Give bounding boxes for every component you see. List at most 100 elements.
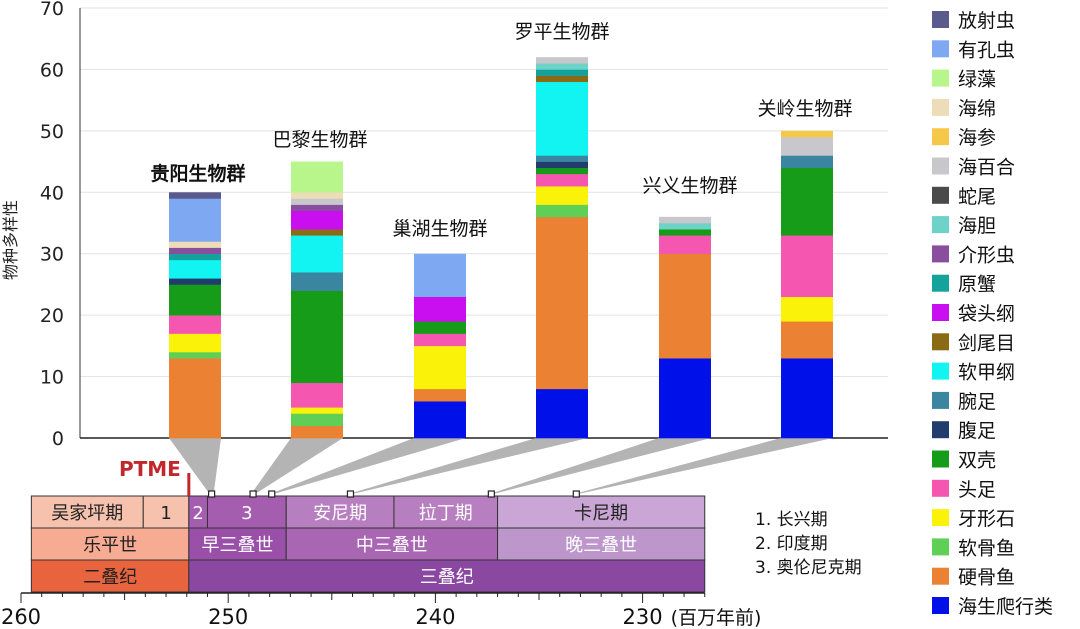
bar-segment (291, 161, 343, 193)
y-tick-label: 20 (40, 305, 64, 327)
legend-swatch (932, 128, 949, 146)
age-marker (572, 490, 580, 498)
bar-segment (414, 296, 466, 322)
footnote: 3. 奥伦尼克期 (755, 558, 862, 578)
bar-segment (536, 388, 588, 439)
stages-label: 安尼期 (313, 503, 367, 524)
bar-segment (291, 425, 343, 439)
y-tick-label: 10 (40, 367, 64, 389)
bar-segment (291, 290, 343, 384)
bar-segment (291, 210, 343, 230)
bar-segment (781, 321, 833, 359)
bar-segment (536, 167, 588, 175)
legend-swatch (932, 509, 949, 527)
y-tick-label: 60 (40, 59, 64, 81)
legend-label: 海百合 (958, 157, 1015, 179)
category-label: 巢湖生物群 (392, 218, 487, 240)
epochs-label: 早三叠世 (202, 535, 274, 556)
legend-swatch (932, 40, 949, 58)
stages-label: 拉丁期 (419, 503, 473, 524)
legend-label: 腹足 (958, 420, 996, 442)
bar-segment (169, 247, 221, 255)
age-marker (208, 490, 216, 498)
bar-segment (169, 259, 221, 279)
age-marker (268, 490, 276, 498)
bar-segment (781, 296, 833, 322)
bar-segment (414, 401, 466, 439)
legend-label: 腕足 (958, 391, 996, 413)
periods-label: 二叠纪 (83, 567, 137, 588)
legend-label: 剑尾目 (958, 332, 1015, 354)
legend-label: 牙形石 (958, 508, 1015, 530)
legend-swatch (932, 245, 949, 263)
age-marker (487, 490, 495, 498)
bar-segment (781, 130, 833, 138)
y-tick-label: 30 (40, 244, 64, 266)
bar-segment (414, 388, 466, 402)
bar-segment (536, 186, 588, 205)
connector-wedge (574, 438, 833, 494)
bar-segment (781, 137, 833, 156)
time-tick-label: 230 (623, 605, 663, 629)
legend-swatch (932, 362, 949, 380)
bar-segment (291, 204, 343, 212)
legend-label: 双壳 (958, 450, 996, 472)
epochs-box (497, 527, 706, 561)
age-marker (249, 490, 257, 498)
footnote: 2. 印度期 (755, 534, 828, 554)
bar-segment (781, 167, 833, 236)
bar-segment (536, 81, 588, 156)
stages-box (206, 495, 287, 529)
legend-swatch (932, 597, 949, 614)
bar-segment (414, 345, 466, 390)
bar-segment (659, 216, 711, 224)
y-tick-label: 0 (52, 428, 64, 450)
legend-swatch (932, 216, 949, 234)
epochs-box (285, 527, 499, 561)
stages-label: 吴家坪期 (51, 503, 123, 524)
bar-segment (781, 358, 833, 439)
legend-swatch (932, 69, 949, 87)
legend-swatch (932, 333, 949, 351)
legend-label: 放射虫 (958, 10, 1015, 32)
category-label: 贵阳生物群 (150, 162, 245, 185)
time-tick-label: 250 (208, 605, 248, 629)
bar-segment (659, 235, 711, 255)
bar-segment (169, 358, 221, 439)
category-label: 罗平生物群 (514, 21, 609, 43)
bar-segment (169, 241, 221, 248)
legend-swatch (932, 186, 949, 204)
legend-label: 海胆 (958, 215, 996, 237)
bar-segment (169, 284, 221, 316)
age-marker (346, 490, 355, 498)
footnote: 1. 长兴期 (755, 510, 828, 530)
legend-swatch (932, 538, 949, 556)
bar-segment (536, 161, 588, 169)
legend-swatch (932, 450, 949, 468)
bar-segment (291, 382, 343, 408)
legend-label: 头足 (958, 479, 996, 501)
periods-box (188, 559, 706, 593)
epochs-label: 晚三叠世 (565, 535, 637, 556)
bar-segment (169, 315, 221, 334)
legend-label: 蛇尾 (958, 186, 996, 208)
bar-segment (414, 253, 466, 298)
legend-swatch (932, 421, 949, 439)
stages-label: 3 (241, 503, 252, 524)
legend-swatch (932, 274, 949, 292)
bar-segment (536, 204, 588, 218)
time-unit-label: (百万年前) (671, 607, 762, 629)
connector-wedge (348, 438, 588, 494)
bar-segment (169, 253, 221, 261)
bar-segment (169, 198, 221, 242)
connector-wedge (489, 438, 711, 494)
bar-segment (169, 333, 221, 353)
bar-segment (291, 198, 343, 205)
bar-segment (781, 155, 833, 169)
legend-label: 介形虫 (958, 244, 1015, 266)
category-label: 巴黎生物群 (272, 129, 367, 151)
category-label: 关岭生物群 (757, 98, 852, 120)
bar-segment (536, 173, 588, 187)
periods-box (30, 559, 190, 593)
legend-swatch (932, 391, 949, 409)
